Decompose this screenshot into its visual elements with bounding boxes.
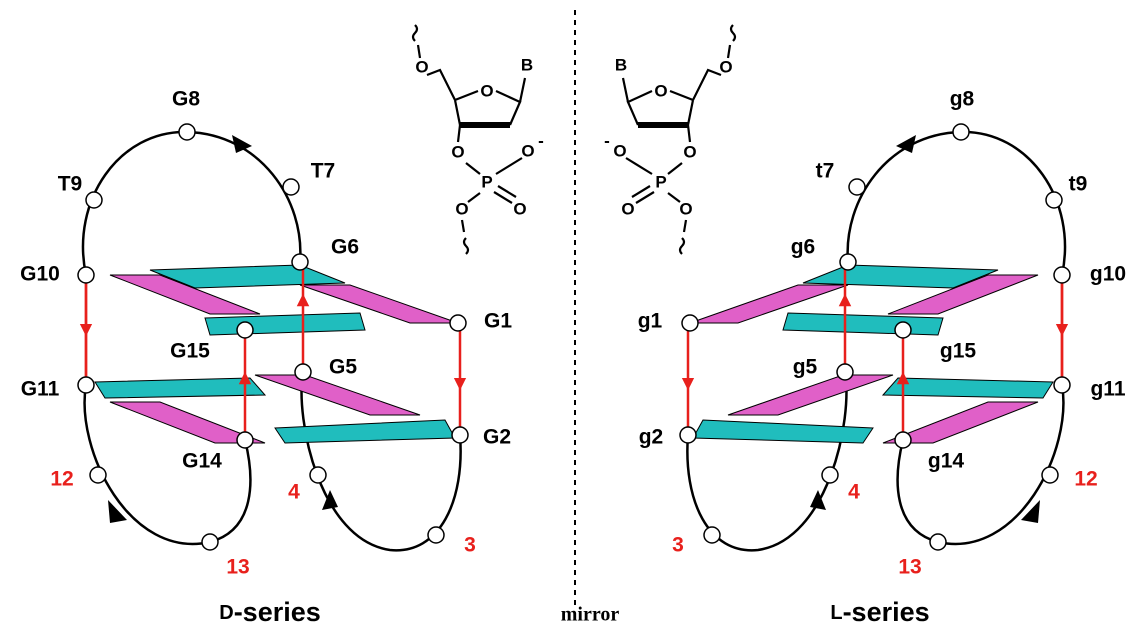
node xyxy=(839,253,857,271)
node xyxy=(451,426,469,444)
node-label: 3 xyxy=(672,534,684,557)
node xyxy=(821,466,839,484)
node-label: G5 xyxy=(329,356,357,379)
atom-label: O xyxy=(621,199,634,218)
node-label: 13 xyxy=(898,556,921,579)
node xyxy=(85,191,103,209)
node-label: g6 xyxy=(791,236,816,259)
node xyxy=(282,178,300,196)
node xyxy=(681,314,699,332)
node xyxy=(1045,191,1063,209)
atom-label: O xyxy=(719,57,732,76)
node-label: G15 xyxy=(170,340,210,363)
node-label: G2 xyxy=(483,426,511,449)
d-series-scaffold xyxy=(83,25,525,550)
atom-label: O xyxy=(613,141,626,160)
node-label: t9 xyxy=(1069,173,1088,196)
node xyxy=(236,431,254,449)
node xyxy=(848,178,866,196)
node xyxy=(294,363,312,381)
node-label: g1 xyxy=(638,310,663,333)
node xyxy=(178,123,196,141)
node-label: g8 xyxy=(950,88,975,111)
node-label: T9 xyxy=(58,173,83,196)
node-label: g14 xyxy=(928,450,965,473)
node-label: G1 xyxy=(484,310,512,333)
node-label: 4 xyxy=(848,481,860,504)
atom-label: O xyxy=(683,142,696,161)
node-label: t7 xyxy=(816,160,835,183)
atom-label: O xyxy=(521,141,534,160)
node xyxy=(894,431,912,449)
node xyxy=(894,321,912,339)
atom-label: O xyxy=(480,81,493,100)
node xyxy=(449,314,467,332)
atom-label: O xyxy=(513,199,526,218)
node xyxy=(291,253,309,271)
caption-suffix: -series xyxy=(843,597,930,627)
node xyxy=(679,426,697,444)
node-label: g2 xyxy=(639,426,664,449)
atom-label: O xyxy=(455,199,468,218)
node xyxy=(201,533,219,551)
node-label: 13 xyxy=(226,556,249,579)
node xyxy=(309,466,327,484)
atom-label: O xyxy=(451,142,464,161)
node-label: 4 xyxy=(288,481,300,504)
node xyxy=(703,526,721,544)
node xyxy=(1041,466,1059,484)
node xyxy=(1053,266,1071,284)
node-label: G11 xyxy=(21,378,60,401)
node-label: G8 xyxy=(172,88,200,111)
node xyxy=(427,526,445,544)
caption-suffix: -series xyxy=(234,597,321,627)
node xyxy=(89,466,107,484)
l-series-scaffold xyxy=(623,25,1065,550)
node-label: G6 xyxy=(331,236,359,259)
d-caption: D-series xyxy=(219,597,321,627)
atom-label: O xyxy=(654,81,667,100)
atom-label: P xyxy=(481,172,492,191)
caption-prefix: D xyxy=(219,602,233,624)
atom-label: - xyxy=(604,131,610,150)
node-label: 3 xyxy=(464,534,476,557)
atom-label: - xyxy=(538,131,544,150)
node-label: g15 xyxy=(940,340,977,363)
node-label: g11 xyxy=(1090,378,1125,401)
node xyxy=(836,363,854,381)
caption-prefix: L xyxy=(830,602,842,624)
node xyxy=(929,533,947,551)
node-label: 12 xyxy=(50,468,73,491)
node xyxy=(77,376,95,394)
mirror-label: mirror xyxy=(561,604,620,626)
atom-label: P xyxy=(655,172,666,191)
node-label: G10 xyxy=(20,263,60,286)
node xyxy=(236,321,254,339)
atom-label: O xyxy=(679,199,692,218)
node xyxy=(77,266,95,284)
atom-label: B xyxy=(521,55,533,74)
atom-label: B xyxy=(615,55,627,74)
node xyxy=(1053,376,1071,394)
node xyxy=(952,123,970,141)
l-caption: L-series xyxy=(830,597,929,627)
atom-label: O xyxy=(415,57,428,76)
node-label: g10 xyxy=(1090,263,1126,286)
node-label: G14 xyxy=(182,450,222,473)
node-label: g5 xyxy=(793,356,818,379)
node-label: T7 xyxy=(311,160,336,183)
node-label: 12 xyxy=(1074,468,1097,491)
